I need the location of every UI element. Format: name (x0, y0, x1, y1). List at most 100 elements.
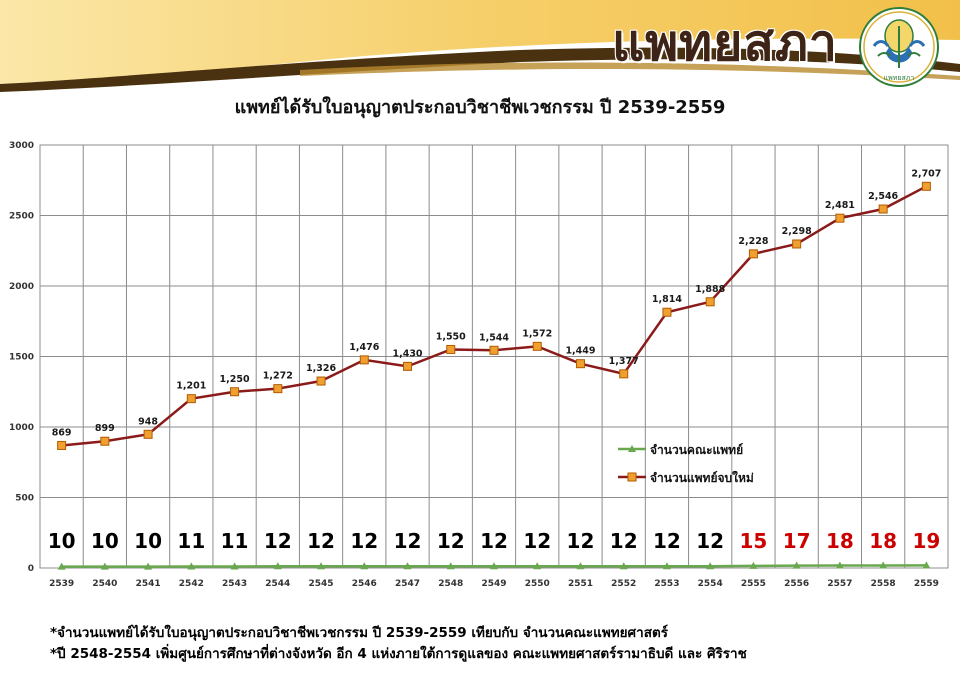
faculties-point (230, 562, 239, 570)
legend-new-doctors-swatch-marker (627, 472, 637, 482)
chart-title: แพทย์ได้รับใบอนุญาตประกอบวิชาชีพเวชกรรม … (234, 97, 726, 118)
x-tick-label: 2552 (611, 579, 636, 589)
new-doctors-point (662, 307, 672, 317)
faculties-point (317, 562, 326, 570)
x-tick-label: 2542 (179, 579, 204, 589)
x-tick-label: 2555 (741, 579, 766, 589)
x-tick-label: 2559 (914, 579, 939, 589)
faculties-point (490, 562, 498, 570)
new-doctors-point (186, 394, 196, 404)
faculties-point (57, 562, 66, 570)
new-doctors-point (705, 297, 715, 307)
faculties-point (879, 561, 888, 569)
faculty-count-label: 12 (307, 529, 335, 553)
footnote-1: *จำนวนแพทย์ได้รับใบอนุญาตประกอบวิชาชีพเว… (50, 625, 668, 641)
faculty-count-label: 12 (523, 529, 551, 553)
x-tick-label: 2556 (784, 579, 809, 589)
x-tick-label: 2544 (265, 579, 290, 589)
x-tick-label: 2541 (136, 579, 161, 589)
new-doctors-point (143, 429, 153, 439)
new-doctors-point (230, 387, 240, 397)
faculties-point (576, 562, 585, 570)
new-doctors-data-label: 948 (138, 416, 158, 427)
new-doctors-point (446, 344, 456, 354)
new-doctors-data-label: 1,544 (479, 332, 509, 343)
new-doctors-data-label: 1,888 (695, 284, 725, 295)
faculty-count-label: 12 (264, 529, 292, 553)
x-tick-label: 2553 (654, 579, 679, 589)
faculties-point (619, 562, 628, 570)
x-tick-label: 2554 (698, 579, 723, 589)
new-doctors-point (921, 181, 931, 191)
new-doctors-point (792, 239, 802, 249)
new-doctors-point (489, 345, 499, 355)
new-doctors-point (575, 359, 585, 369)
faculty-count-label: 10 (134, 529, 162, 553)
new-doctors-data-label: 1,449 (565, 346, 595, 357)
faculty-count-label: 11 (221, 529, 249, 553)
y-tick-label: 2000 (9, 282, 34, 292)
legend-new-doctors-label: จำนวนแพทย์จบใหม่ (650, 470, 754, 485)
faculty-count-label: 10 (91, 529, 119, 553)
faculty-count-label: 18 (869, 529, 897, 553)
x-tick-label: 2558 (871, 579, 896, 589)
faculties-point (533, 562, 542, 570)
faculty-count-label: 12 (610, 529, 638, 553)
new-doctors-point (316, 376, 326, 386)
faculty-count-label: 12 (696, 529, 724, 553)
new-doctors-point (619, 369, 629, 379)
faculties-point (360, 562, 369, 570)
y-tick-label: 0 (28, 564, 34, 574)
new-doctors-point (359, 355, 369, 365)
new-doctors-point (57, 440, 67, 450)
header-banner (0, 0, 960, 92)
faculty-count-label: 12 (653, 529, 681, 553)
new-doctors-data-label: 899 (95, 423, 115, 434)
x-tick-label: 2550 (525, 579, 550, 589)
x-tick-label: 2548 (438, 579, 463, 589)
logo-text: แพทยสภา (884, 74, 915, 82)
x-tick-label: 2557 (827, 579, 852, 589)
new-doctors-point (100, 436, 110, 446)
brand-title: แพทยสภา (612, 14, 838, 72)
faculties-point (100, 562, 109, 570)
new-doctors-data-label: 2,707 (911, 168, 941, 179)
new-doctors-point (835, 213, 845, 223)
new-doctors-point (273, 384, 283, 394)
x-tick-label: 2549 (481, 579, 506, 589)
new-doctors-data-label: 869 (52, 427, 72, 438)
x-tick-label: 2547 (395, 579, 420, 589)
x-tick-label: 2546 (352, 579, 377, 589)
faculties-point (922, 561, 931, 569)
new-doctors-point (748, 249, 758, 259)
new-doctors-data-label: 1,814 (652, 294, 682, 305)
y-tick-label: 1000 (9, 423, 34, 433)
new-doctors-point (532, 341, 542, 351)
faculty-count-label: 10 (48, 529, 76, 553)
faculties-point (835, 561, 844, 569)
new-doctors-data-label: 1,572 (522, 328, 552, 339)
new-doctors-data-label: 1,430 (392, 348, 422, 359)
faculties-point (662, 562, 671, 570)
faculty-count-label: 12 (480, 529, 508, 553)
y-tick-label: 1500 (9, 353, 34, 363)
faculty-count-label: 12 (567, 529, 595, 553)
x-tick-label: 2539 (49, 579, 74, 589)
faculties-point (403, 562, 412, 570)
y-tick-label: 3000 (9, 141, 34, 151)
faculties-point (706, 562, 715, 570)
legend-faculties-label: จำนวนคณะแพทย์ (650, 443, 743, 457)
faculties-point (792, 561, 801, 569)
faculty-count-label: 12 (437, 529, 465, 553)
new-doctors-point (878, 204, 888, 214)
new-doctors-data-label: 2,481 (825, 200, 855, 211)
new-doctors-data-label: 1,550 (436, 331, 466, 342)
faculty-count-label: 12 (350, 529, 378, 553)
new-doctors-data-label: 1,326 (306, 363, 336, 374)
new-doctors-data-label: 1,201 (176, 381, 206, 392)
new-doctors-data-label: 1,476 (349, 342, 379, 353)
faculties-point (273, 562, 282, 570)
new-doctors-data-label: 2,298 (782, 226, 812, 237)
faculty-count-label: 17 (783, 529, 811, 553)
